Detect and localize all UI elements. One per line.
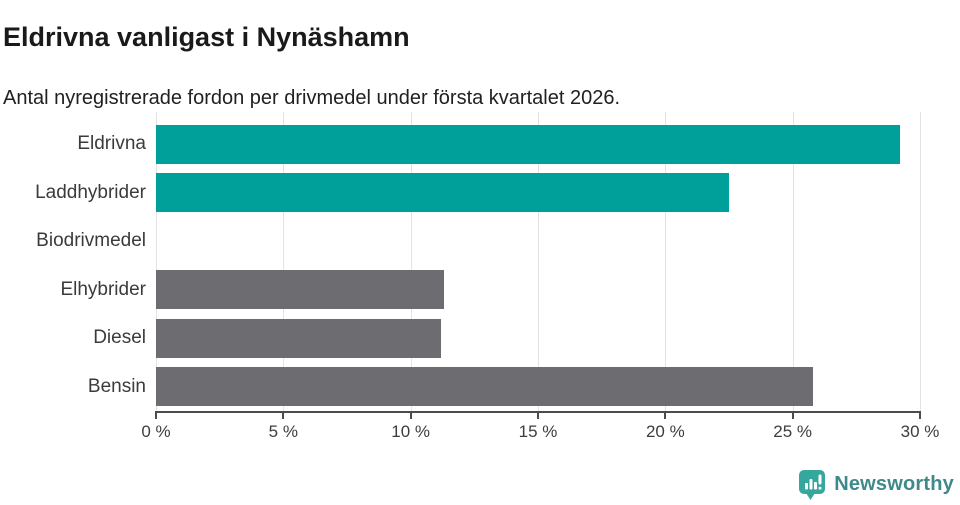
bar <box>156 124 900 164</box>
x-axis-line <box>155 411 921 413</box>
x-tick-mark <box>282 413 285 419</box>
x-tick-mark <box>409 413 412 419</box>
plot-area <box>156 112 921 411</box>
bar-row <box>156 217 920 266</box>
bar-row <box>156 169 920 218</box>
x-tick-mark <box>664 413 667 419</box>
bar-chart: Eldrivna Laddhybrider Biodrivmedel Elhybrid… <box>0 112 960 458</box>
newsworthy-logo[interactable]: Newsworthy <box>797 469 954 500</box>
category-label: Elhybrider <box>60 278 146 300</box>
page-subtitle: Antal nyregistrerade fordon per drivmede… <box>3 87 621 109</box>
bar <box>156 318 442 358</box>
bar-row <box>156 363 920 412</box>
x-tick-mark <box>919 413 921 419</box>
bar <box>156 173 729 213</box>
category-label: Laddhybrider <box>35 181 146 203</box>
gridline <box>920 112 921 411</box>
bar <box>156 270 444 310</box>
bar-row <box>156 314 920 363</box>
newsworthy-brand-name: Newsworthy <box>834 473 954 495</box>
bar-row <box>156 266 920 315</box>
bar-rows <box>156 112 920 411</box>
x-tick-label: 0 % <box>141 422 171 441</box>
bar-row <box>156 120 920 169</box>
x-tick-label: 5 % <box>268 422 298 441</box>
newsworthy-speech-bubble-bar-chart-icon <box>797 469 827 500</box>
category-label: Bensin <box>87 375 146 397</box>
bar <box>156 367 814 407</box>
gridline <box>538 112 539 411</box>
page-title: Eldrivna vanligast i Nynäshamn <box>3 22 410 53</box>
gridline <box>410 112 412 411</box>
gridline <box>283 112 285 411</box>
category-label: Eldrivna <box>77 133 146 155</box>
gridline <box>156 112 157 411</box>
gridline <box>792 112 794 411</box>
x-tick-mark <box>155 413 157 419</box>
x-tick-label: 20 % <box>645 422 685 441</box>
x-tick-label: 15 % <box>518 422 558 441</box>
category-label: Biodrivmedel <box>36 230 146 252</box>
x-tick-label: 10 % <box>391 422 431 441</box>
category-label: Diesel <box>93 327 146 349</box>
x-tick-mark <box>791 413 794 419</box>
x-tick-label: 25 % <box>773 422 813 441</box>
x-tick-mark <box>537 413 539 419</box>
gridline <box>665 112 667 411</box>
category-label-column: Eldrivna Laddhybrider Biodrivmedel Elhybrid… <box>0 112 146 411</box>
x-tick-label: 30 % <box>900 422 940 441</box>
